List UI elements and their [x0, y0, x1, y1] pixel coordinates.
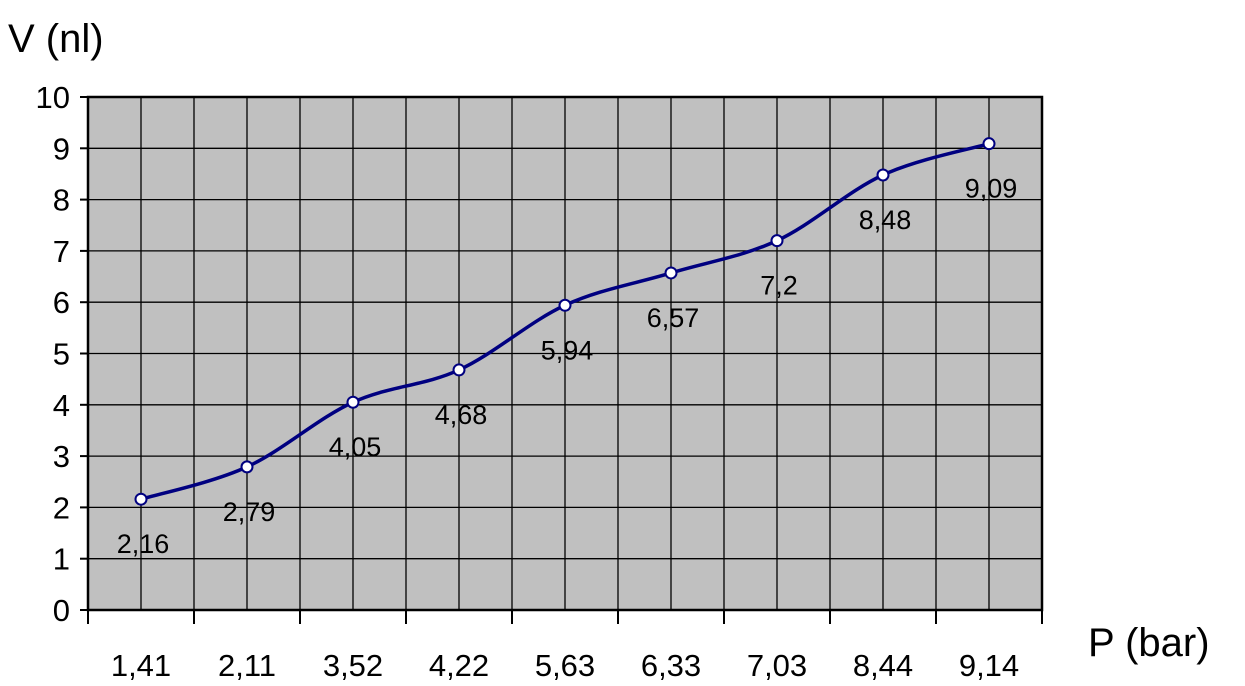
data-point-marker [240, 460, 254, 474]
y-tick-label: 4 [53, 388, 70, 423]
y-axis-ticks: 0 1 2 3 4 5 6 7 8 9 10 [36, 80, 88, 628]
x-tick-label: 7,03 [747, 648, 807, 683]
y-tick-label: 7 [53, 234, 70, 269]
data-label: 9,09 [965, 174, 1018, 204]
x-tick-label: 3,52 [323, 648, 383, 683]
series-group [134, 137, 996, 506]
data-point-marker [452, 363, 466, 377]
y-tick-label: 3 [53, 439, 70, 474]
x-tick-label: 6,33 [641, 648, 701, 683]
y-tick-label: 5 [53, 337, 70, 372]
data-label: 2,79 [223, 497, 276, 527]
x-tick-label: 9,14 [959, 648, 1019, 683]
x-tick-label: 2,11 [218, 648, 276, 683]
data-point-marker [134, 492, 148, 506]
data-labels: 2,16 2,79 4,05 4,68 5,94 6,57 7,2 8,48 9,09 [117, 174, 1018, 560]
data-point-marker [346, 395, 360, 409]
data-point-marker [770, 234, 784, 248]
x-axis-title: P (bar) [1088, 621, 1210, 665]
data-point-marker [558, 298, 572, 312]
x-tick-label: 8,44 [853, 648, 913, 683]
data-label: 4,68 [435, 400, 488, 430]
data-point-marker [876, 168, 890, 182]
data-point-marker [664, 266, 678, 280]
y-tick-label: 1 [53, 542, 70, 577]
y-tick-label: 6 [53, 285, 70, 320]
data-label: 4,05 [329, 432, 382, 462]
x-tick-label: 1,41 [111, 648, 171, 683]
data-label: 7,2 [760, 271, 798, 301]
grid-group [88, 97, 1042, 610]
x-tick-label: 5,63 [535, 648, 595, 683]
x-tick-label: 4,22 [429, 648, 489, 683]
data-label: 5,94 [541, 335, 594, 365]
y-axis-title: V (nl) [8, 17, 104, 61]
y-tick-label: 9 [53, 131, 70, 166]
data-label: 6,57 [647, 303, 700, 333]
y-tick-label: 10 [36, 80, 70, 115]
data-label: 2,16 [117, 529, 170, 559]
data-label: 8,48 [859, 205, 912, 235]
data-point-marker [982, 137, 996, 151]
x-axis-ticks: 1,41 2,11 3,52 4,22 5,63 6,33 7,03 8,44 9,14 [87, 610, 1043, 683]
y-tick-label: 0 [53, 593, 70, 628]
y-tick-label: 8 [53, 183, 70, 218]
y-tick-label: 2 [53, 490, 70, 525]
